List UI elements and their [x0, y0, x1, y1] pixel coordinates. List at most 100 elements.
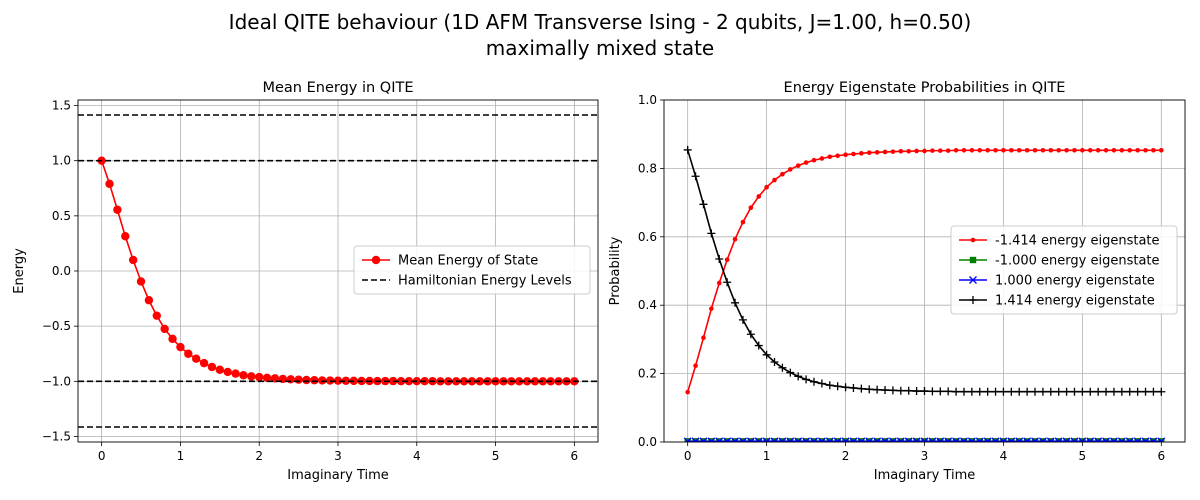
data-point — [873, 437, 882, 442]
data-point — [732, 236, 738, 242]
data-point — [865, 437, 874, 442]
data-point — [693, 363, 698, 369]
y-tick-label: 0.0 — [52, 264, 71, 278]
data-point — [207, 362, 217, 372]
data-point — [850, 438, 857, 442]
legend-item: Hamiltonian Energy Levels — [362, 274, 572, 289]
y-tick-label: 0.4 — [638, 298, 657, 312]
legend-box — [950, 225, 1178, 315]
data-point — [1125, 437, 1134, 442]
data-point — [810, 438, 818, 442]
data-point — [708, 438, 715, 442]
data-point — [913, 438, 920, 442]
data-point — [113, 205, 122, 214]
data-point — [1046, 437, 1055, 442]
data-point — [881, 437, 889, 442]
data-point — [318, 376, 327, 385]
data-point — [160, 324, 169, 334]
data-point — [833, 437, 842, 442]
data-point — [983, 437, 992, 442]
data-point — [691, 172, 700, 181]
data-point — [1054, 437, 1063, 442]
x-tick-label: 0 — [684, 449, 692, 463]
data-point — [779, 438, 786, 442]
y-tick-label: 1.5 — [52, 99, 71, 113]
data-point — [904, 437, 913, 442]
data-point — [215, 365, 225, 374]
data-point — [866, 438, 873, 442]
data-point — [152, 311, 161, 320]
plot-area — [683, 145, 1166, 442]
data-point — [1023, 437, 1032, 442]
data-point — [723, 437, 732, 442]
data-point — [770, 357, 779, 366]
data-point — [969, 256, 977, 264]
legend-item: 1.000 energy eigenstate — [959, 274, 1155, 289]
data-point — [1001, 147, 1006, 153]
legend-label: Hamiltonian Energy Levels — [398, 274, 572, 289]
legend: Mean Energy of State Hamiltonian Energy L… — [353, 245, 591, 295]
data-point — [1118, 438, 1126, 442]
data-point — [873, 385, 882, 394]
data-point — [1109, 387, 1118, 396]
data-point — [920, 387, 929, 396]
data-point — [1134, 438, 1141, 442]
data-point — [1087, 147, 1093, 153]
data-point — [1078, 437, 1087, 442]
data-point — [739, 438, 747, 442]
data-point — [1102, 437, 1111, 442]
data-point — [818, 438, 826, 442]
probability-chart: 0 1 2 3 4 5 6 0.0 0.2 0.4 0.6 0.8 1.0 Energy Eigensta… — [608, 80, 1186, 483]
data-point — [817, 379, 826, 388]
data-point — [723, 438, 731, 442]
y-tick-label: −0.5 — [42, 319, 71, 333]
series--1-414-energy-eigenstate — [685, 147, 1164, 395]
data-point — [787, 438, 794, 442]
data-point — [755, 438, 762, 442]
data-point — [1151, 147, 1156, 153]
legend-label: -1.000 energy eigenstate — [995, 254, 1160, 269]
data-point — [888, 437, 897, 442]
x-tick-label: 4 — [413, 449, 421, 463]
data-point — [898, 149, 904, 154]
data-point — [991, 437, 1000, 442]
data-point — [1031, 387, 1040, 396]
data-point — [780, 171, 785, 177]
legend-item: -1.414 energy eigenstate — [959, 234, 1160, 249]
y-axis-label: Energy — [12, 248, 27, 294]
data-point — [1040, 147, 1046, 153]
data-point — [707, 229, 716, 238]
data-point — [803, 160, 809, 165]
data-point — [231, 369, 240, 378]
data-point — [1055, 438, 1062, 442]
data-point — [858, 438, 865, 442]
data-point — [1072, 147, 1077, 153]
data-point — [1094, 438, 1102, 442]
data-point — [873, 438, 881, 442]
data-point — [786, 437, 795, 442]
x-tick-label: 2 — [255, 449, 263, 463]
x-axis-label: Imaginary Time — [874, 468, 976, 483]
data-point — [1159, 147, 1164, 153]
y-axis-label: Probability — [608, 236, 623, 305]
data-point — [1157, 437, 1166, 442]
data-point — [1016, 147, 1022, 153]
energy-chart: 0 1 2 3 4 5 6 −1.5 −1.0 −0.5 0.0 0.5 1.0 1.5 Mean Ener… — [12, 80, 599, 483]
data-point — [310, 376, 319, 385]
data-point — [786, 368, 795, 377]
legend-label: 1.000 energy eigenstate — [995, 274, 1155, 289]
data-point — [967, 437, 976, 442]
data-point — [936, 387, 945, 396]
data-point — [794, 438, 802, 442]
data-point — [691, 437, 700, 442]
data-point — [802, 375, 811, 384]
data-point — [810, 437, 818, 442]
data-point — [953, 147, 959, 153]
data-point — [459, 377, 469, 386]
data-point — [723, 278, 732, 287]
data-point — [969, 296, 977, 304]
data-point — [944, 387, 953, 396]
data-point — [969, 147, 975, 153]
data-point — [294, 375, 303, 384]
data-point — [754, 437, 763, 442]
